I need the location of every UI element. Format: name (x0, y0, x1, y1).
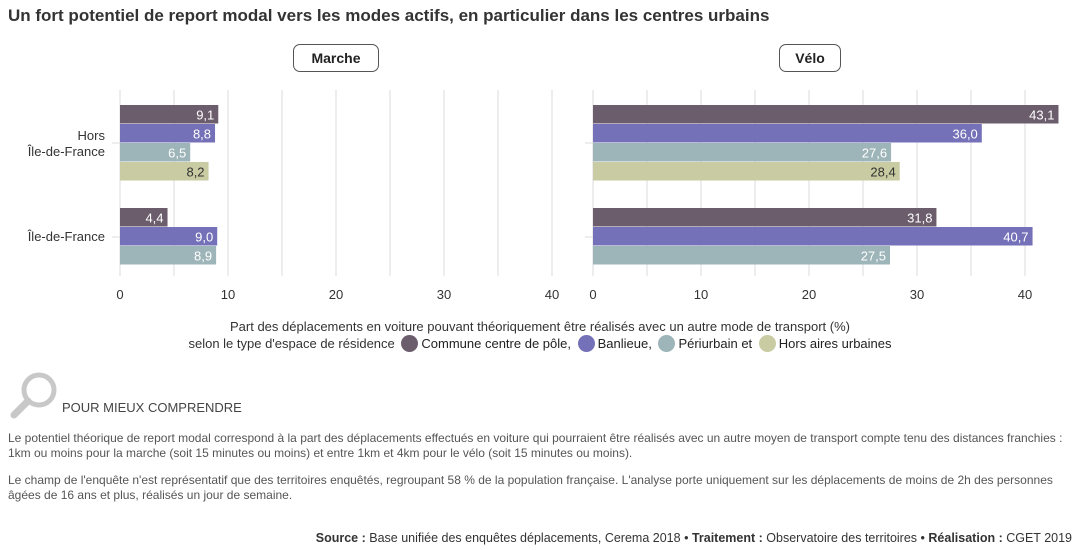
legend-item-periurbain: Périurbain et (678, 336, 753, 351)
info-heading: POUR MIEUX COMPRENDRE (62, 400, 242, 415)
legend-item-centre: Commune centre de pôle, (421, 336, 571, 351)
magnifier-icon (10, 372, 57, 419)
axis-title: Part des déplacements en voiture pouvant… (229, 319, 850, 334)
x-tick-label: 10 (221, 287, 235, 302)
separator: • (684, 531, 689, 545)
x-tick-label: 10 (694, 287, 708, 302)
info-paragraph-1: Le potentiel théorique de report modal c… (8, 431, 1063, 460)
x-tick-label: 20 (329, 287, 343, 302)
data-label: 27,6 (862, 146, 887, 161)
x-tick-label: 0 (116, 287, 123, 302)
bar-périurbain (593, 143, 892, 162)
x-tick-label: 0 (589, 287, 596, 302)
bar-banlieue (593, 124, 982, 143)
panel-label-velo: Vélo (779, 44, 841, 72)
legend-item-hors-aires: Hors aires urbaines (778, 336, 892, 351)
bar-commune-centre-de-pôle (120, 105, 219, 124)
bar-banlieue (593, 227, 1033, 246)
bar-chart: 0 10 20 30 40 9,1 8,8 6,58,2 4,4 9,0 8,9 0 10 20 30 40 4… (27, 90, 1059, 302)
chart-title: Un fort potentiel de report modal vers l… (8, 6, 770, 25)
bar-commune-centre-de-pôle (120, 208, 168, 227)
data-label: 6,5 (168, 146, 186, 161)
bar-commune-centre-de-pôle (593, 105, 1059, 124)
legend-swatch-banlieue (577, 335, 595, 352)
source-line: Source : Base unifiée des enquêtes dépla… (316, 531, 1072, 545)
bar-hors-aires-urbaines (593, 162, 900, 181)
separator: • (920, 531, 925, 545)
source-text: Base unifiée des enquêtes déplacements, … (369, 531, 681, 545)
category-label: Île-de-France (27, 144, 105, 159)
source-label: Source : (315, 531, 366, 545)
data-label: 8,9 (194, 249, 212, 264)
panel-label-marche: Marche (293, 44, 379, 72)
data-label: 9,1 (196, 108, 214, 123)
bar-hors-aires-urbaines (120, 162, 209, 181)
realisation-label: Réalisation : (928, 531, 1003, 545)
x-tick-label: 40 (1018, 287, 1032, 302)
data-label: 28,4 (870, 165, 895, 180)
bar-banlieue (120, 227, 218, 246)
x-tick-label: 30 (910, 287, 924, 302)
bar-périurbain (120, 246, 217, 265)
x-tick-label: 40 (545, 287, 559, 302)
x-tick-label: 30 (437, 287, 451, 302)
data-label: 9,0 (195, 230, 213, 245)
info-paragraph-2: Le champ de l'enquête n'est représentati… (8, 473, 1053, 502)
bar-commune-centre-de-pôle (593, 208, 937, 227)
legend-swatch-hors-aires (758, 335, 776, 352)
realisation-text: CGET 2019 (1006, 531, 1072, 545)
data-label: 36,0 (952, 127, 977, 142)
legend: Part des déplacements en voiture pouvant… (0, 318, 1080, 352)
data-label: 43,1 (1029, 108, 1054, 123)
legend-item-banlieue: Banlieue, (597, 336, 652, 351)
treatment-text: Observatoire des territoires (766, 531, 918, 545)
legend-prefix: selon le type d'espace de résidence (188, 336, 395, 351)
category-label: Île-de-France (27, 229, 105, 244)
data-label: 40,7 (1003, 230, 1028, 245)
category-label: Hors (78, 128, 106, 143)
treatment-label: Traitement : (691, 531, 763, 545)
legend-swatch-periurbain (658, 335, 676, 352)
data-label: 8,2 (186, 165, 204, 180)
data-label: 4,4 (145, 211, 163, 226)
legend-swatch-centre (401, 335, 419, 352)
bar-périurbain (120, 143, 191, 162)
data-label: 27,5 (861, 249, 886, 264)
x-tick-label: 20 (802, 287, 816, 302)
bar-banlieue (120, 124, 216, 143)
data-label: 8,8 (193, 127, 211, 142)
data-label: 31,8 (907, 211, 932, 226)
bar-périurbain (593, 246, 890, 265)
